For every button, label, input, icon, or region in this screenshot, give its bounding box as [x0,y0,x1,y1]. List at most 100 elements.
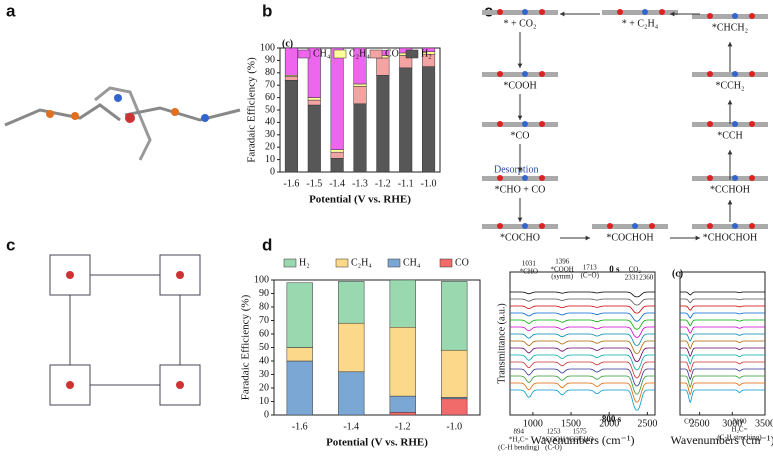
arrow-head [560,11,565,17]
bar-segment [284,47,298,76]
bar-segment [307,99,321,106]
bar-segment [353,86,367,105]
atom [732,121,738,127]
y-tick-label: 70 [265,79,275,90]
annotation: (C-H bending) [498,444,540,452]
x-tick-label: -1.5 [306,178,322,189]
bar-segment [286,347,313,362]
bar-segment [353,103,367,173]
legend-swatch [283,258,297,268]
intermediate: * + CO₂ [503,18,536,29]
x-tick-label: -1.6 [292,421,308,432]
arrow-head [517,217,523,222]
bar-segment [441,398,468,416]
atom [707,175,713,181]
atom [732,175,738,181]
y-tick-label: 70 [259,315,269,326]
atom [617,9,623,15]
y-tick-label: 80 [259,301,269,312]
bar-segment [284,79,298,173]
spectrum-trace [680,375,765,388]
bar-segment [330,151,344,159]
y-tick-label: 30 [259,369,269,380]
legend-label: C₂H₄ [351,257,372,268]
atom [539,71,545,77]
arrow-head [727,200,733,205]
bar-segment [330,149,344,153]
bar-segment [307,47,321,98]
spectrum-trace [510,375,655,395]
legend-label: CH₄ [313,48,331,59]
x-tick-label: -1.6 [284,178,300,189]
arrow-head [727,150,733,155]
legend-label: H₂ [421,48,432,59]
atom [522,9,528,15]
annotation: CO₂ [629,266,642,274]
spectrum-trace [510,298,655,306]
panel-letter: a [6,1,16,20]
annotation: *COOH [551,266,574,274]
spectrum-trace [510,347,655,362]
y-tick-label: 30 [265,129,275,140]
bar-segment [338,371,365,416]
bar-segment [399,67,413,173]
annotation: H₂C= [731,426,747,434]
intermediate: *COCHO [500,232,540,243]
bar-segment [389,395,416,413]
arrow-head [585,235,590,241]
x-tick-label: -1.2 [375,178,391,189]
spectrum-trace [680,333,765,342]
annotation: (symm) [551,273,573,281]
x-tick-label: -1.1 [398,178,414,189]
bar-segment [422,47,436,52]
legend-swatch [439,258,453,268]
x-tick-label: 3000 [722,418,742,429]
spectrum-trace [680,389,765,404]
y-tick-label: 90 [265,55,275,66]
plot-frame [679,271,766,416]
y-tick-label: 50 [265,104,275,115]
bar-segment [441,281,468,351]
panel-letter: b [262,1,272,20]
arrow-head [517,63,523,68]
bar-segment [286,360,313,416]
annotation: (C-O) [545,444,562,452]
annotation: 3100 [733,418,748,426]
molecule-bar [592,224,668,229]
atom [497,71,503,77]
bar-segment [441,349,468,398]
x-tick-label: -1.4 [343,421,359,432]
intermediate: *COOH [503,80,536,91]
annotation: 800 s [602,414,622,424]
y-axis-label: Transmittance (a.u.) [496,303,507,383]
atom [707,71,713,77]
x-tick-label: 1000 [523,418,543,429]
y-tick-label: 100 [260,42,275,53]
legend-label: H₂ [299,257,310,268]
atom [497,175,503,181]
atom [749,121,755,127]
annotation: 2360 [639,274,654,282]
spectrum-trace [510,382,655,403]
plot-frame [509,271,656,416]
annotation: 2331 [625,274,640,282]
annotation: 1031 [522,260,537,268]
annotation: *CHO [520,268,538,276]
spectrum-trace [510,354,655,371]
atom [732,223,738,229]
legend-label: CH₄ [403,257,421,268]
molecule-bar [692,224,768,229]
atom [749,223,755,229]
panel-letter: c [6,235,15,254]
arrow-head [517,115,523,120]
molecule-bar [692,72,768,77]
intermediate: *CO [511,130,530,141]
spectrum-trace [680,319,765,327]
spectrum-trace [680,382,765,396]
atom [607,223,613,229]
molecule-a [4,86,241,161]
spectrum-trace [510,312,655,322]
molecule-bar [482,72,558,77]
panel-tag: (c) [672,268,683,279]
annotation: (C-H streching) [717,434,762,442]
